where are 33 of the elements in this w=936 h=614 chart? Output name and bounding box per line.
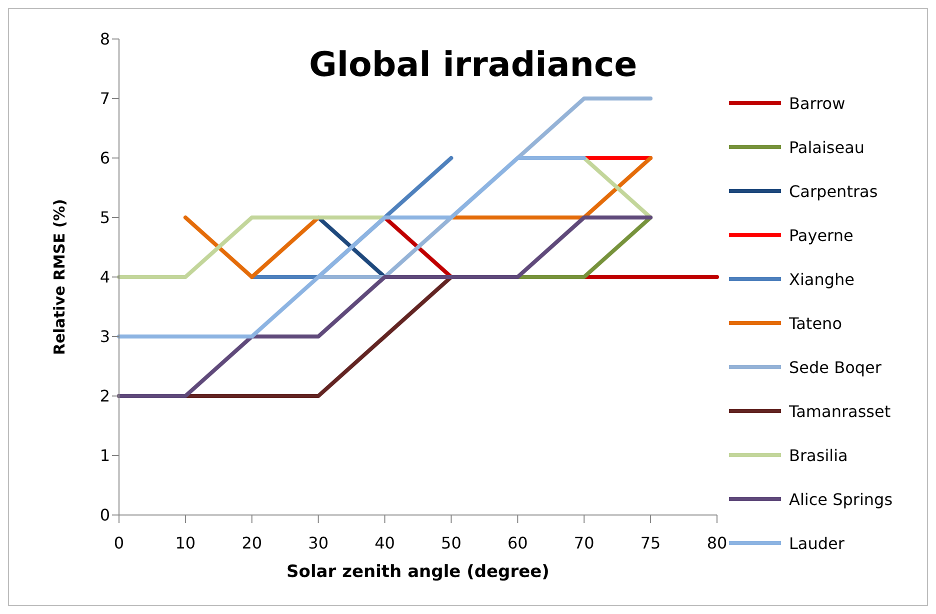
legend-label: Tamanrasset <box>789 402 891 420</box>
legend-label: Sede Boqer <box>789 358 882 376</box>
y-tick-label: 7 <box>100 89 110 108</box>
x-tick-label: 20 <box>242 533 262 552</box>
x-tick-label: 80 <box>706 533 728 552</box>
x-tick-label: 75 <box>640 533 661 552</box>
x-tick-label: 60 <box>507 533 528 552</box>
y-tick-label: 2 <box>100 386 110 406</box>
legend-label: Barrow <box>789 94 846 112</box>
y-tick-label: 3 <box>100 327 110 346</box>
legend-label: Xianghe <box>789 270 854 288</box>
x-tick-label: 30 <box>308 533 329 552</box>
x-tick-label: 0 <box>114 533 124 552</box>
legend-label: Payerne <box>789 226 854 244</box>
legend-label: Carpentras <box>789 182 878 200</box>
y-tick-label: 4 <box>100 268 110 287</box>
legend-label: Palaiseau <box>789 138 865 156</box>
y-tick-label: 6 <box>100 148 110 168</box>
x-axis-title: Solar zenith angle (degree) <box>286 562 550 582</box>
chart-title: Global irradiance <box>309 45 638 85</box>
y-tick-label: 8 <box>100 30 110 49</box>
y-tick-label: 5 <box>100 208 110 228</box>
y-tick-label: 1 <box>100 446 110 466</box>
legend-label: Alice Springs <box>789 490 893 508</box>
y-axis-title: Relative RMSE (%) <box>50 199 68 355</box>
x-tick-label: 50 <box>441 533 462 552</box>
legend-label: Brasilia <box>789 446 848 464</box>
x-tick-label: 40 <box>374 533 395 552</box>
y-tick-label: 0 <box>100 506 110 525</box>
legend-label: Lauder <box>789 534 844 552</box>
legend-label: Tateno <box>789 314 842 332</box>
x-tick-label: 10 <box>175 533 196 552</box>
x-tick-label: 70 <box>574 533 594 552</box>
